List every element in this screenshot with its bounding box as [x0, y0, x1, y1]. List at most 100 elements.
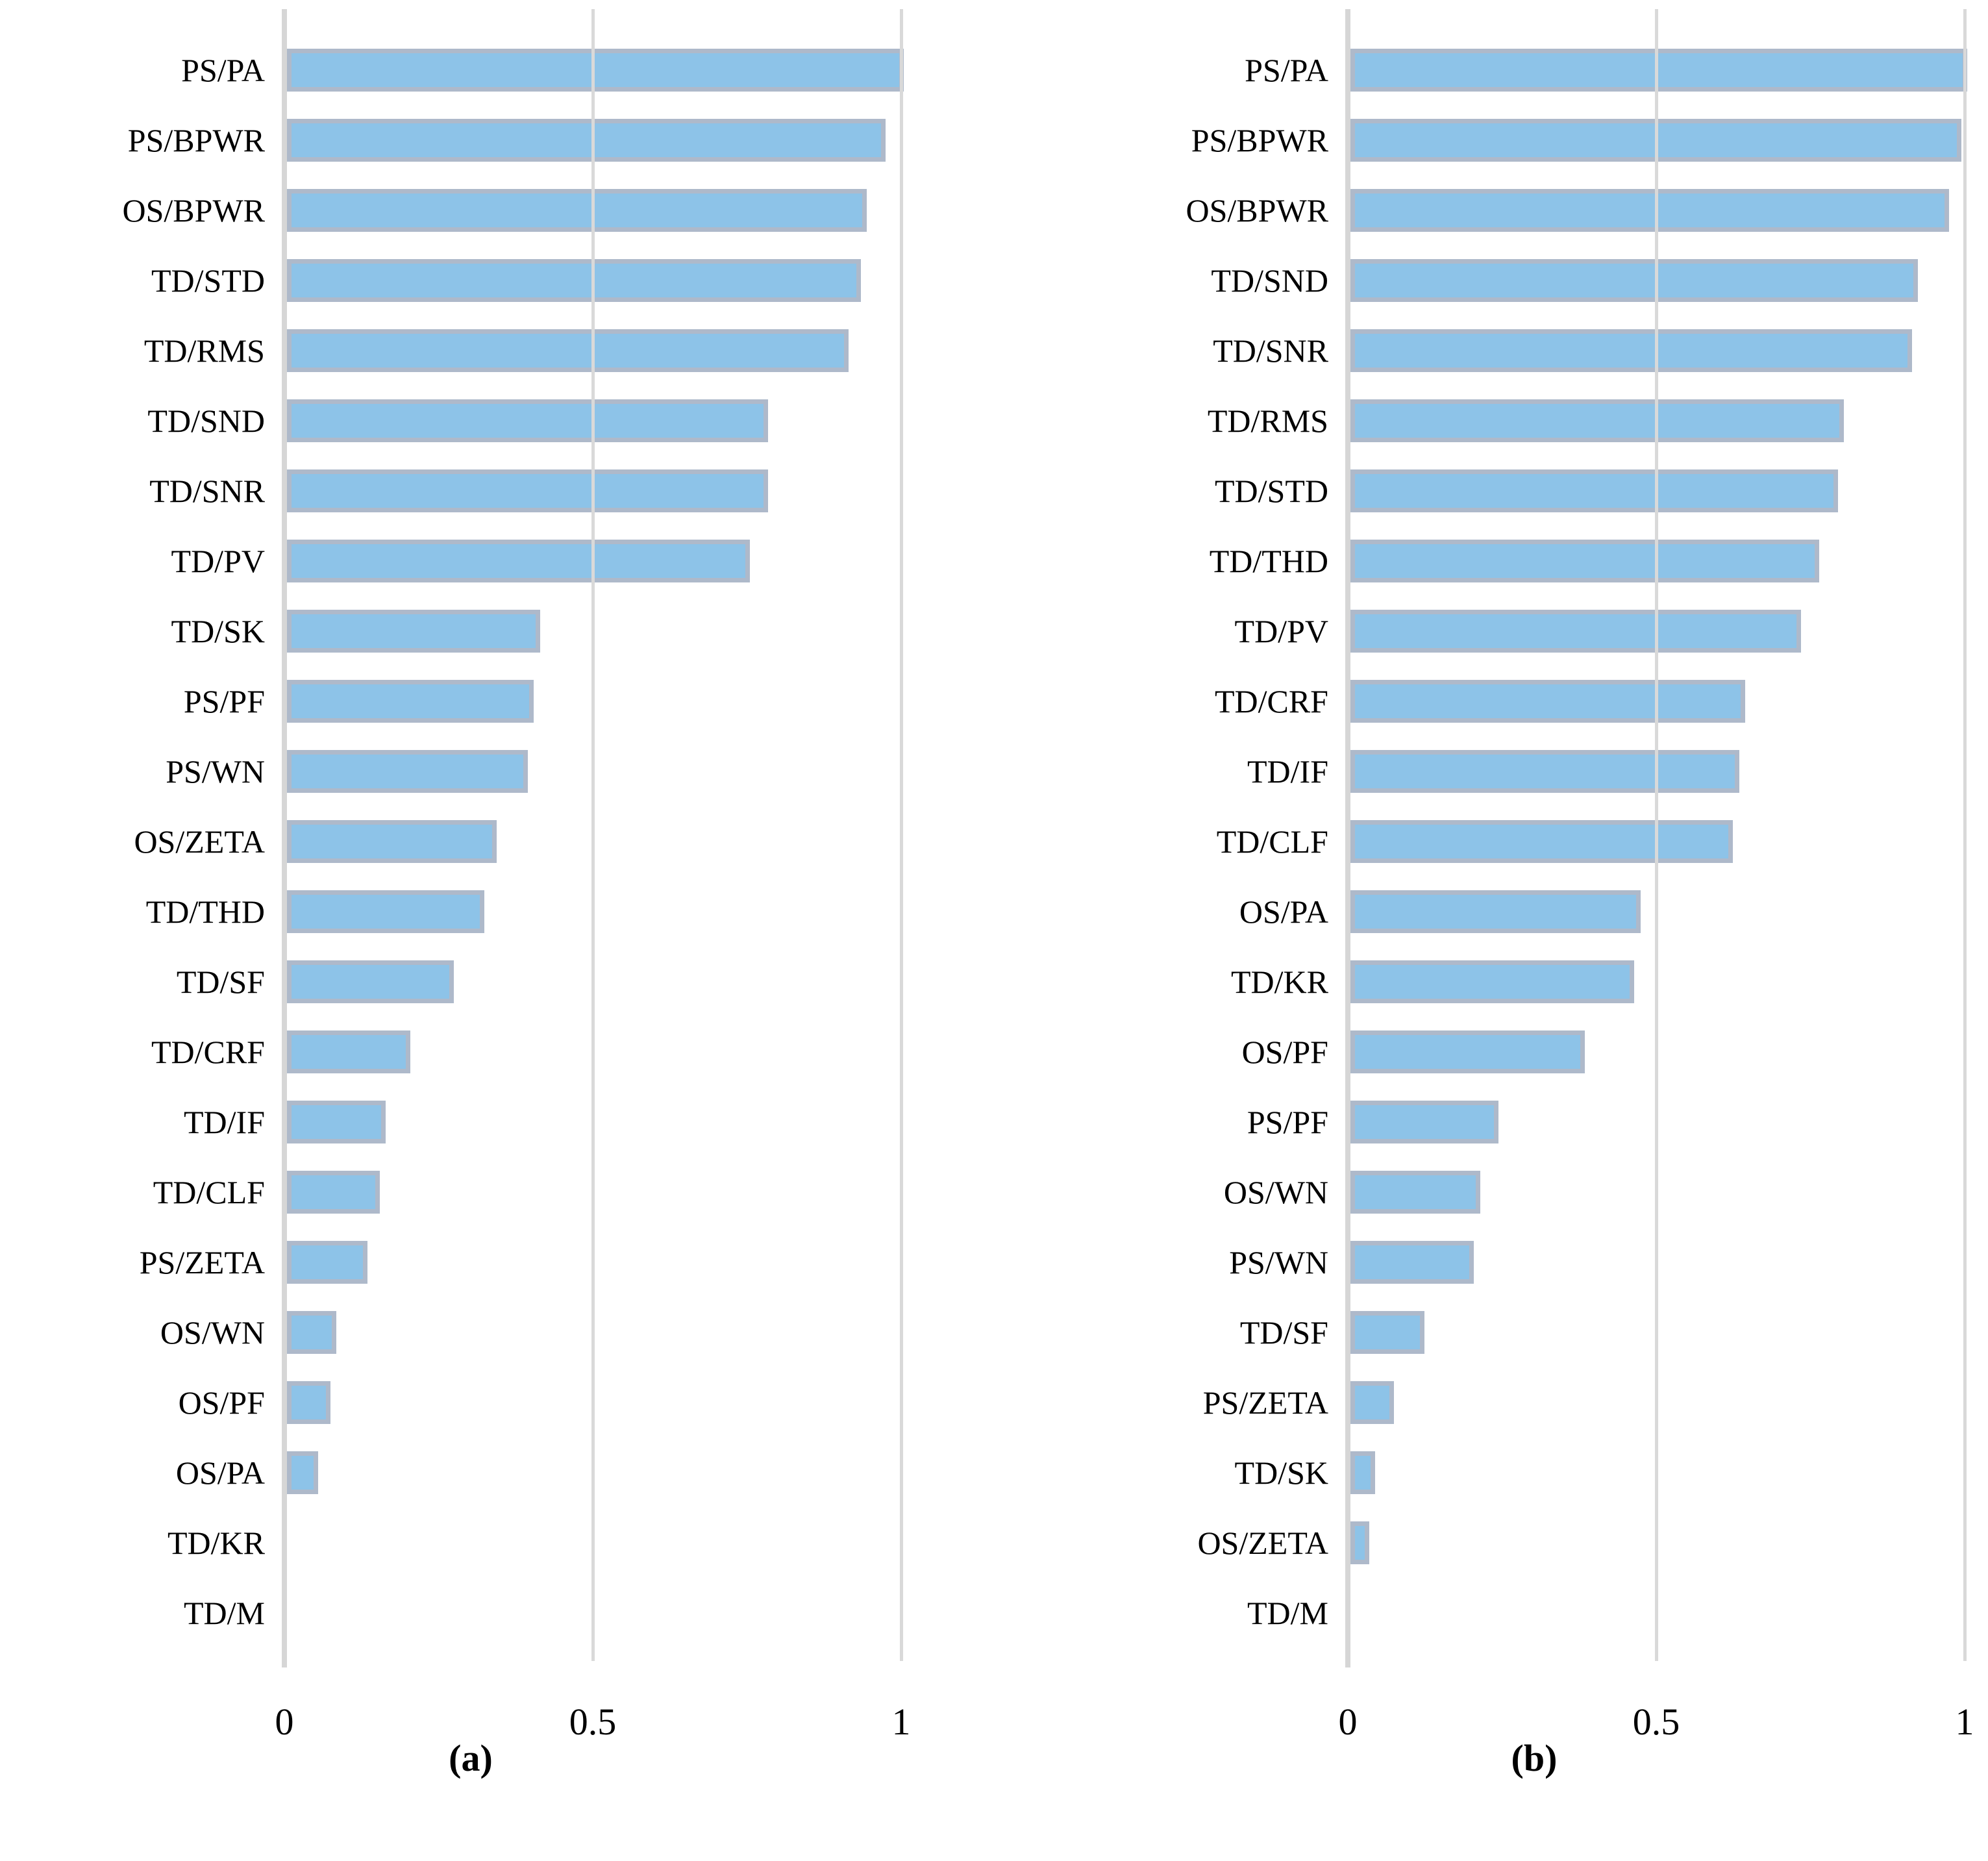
bar [287, 469, 768, 512]
bar-track [1345, 1157, 1988, 1227]
category-label: PS/BPWR [127, 122, 265, 158]
category-label: PS/PF [1247, 1104, 1328, 1140]
bar [1350, 540, 1819, 582]
bar-track [282, 1368, 925, 1438]
bar [1350, 750, 1739, 793]
bar [1350, 820, 1733, 863]
bar [1350, 1311, 1424, 1354]
bar [1350, 1241, 1474, 1284]
category-label: PS/BPWR [1191, 122, 1328, 158]
category-label: OS/BPWR [122, 192, 265, 229]
bar [287, 680, 534, 723]
bar [287, 329, 849, 372]
category-label: OS/PF [1241, 1034, 1328, 1070]
row: PS/PF [17, 666, 925, 736]
bar [1350, 469, 1838, 512]
bar [287, 1030, 410, 1073]
row: OS/PF [1080, 1017, 1988, 1087]
bar-track [1345, 386, 1988, 456]
category-label: TD/RMS [143, 332, 265, 369]
category-label: TD/SND [1211, 262, 1328, 299]
category-label: PS/ZETA [139, 1244, 265, 1280]
axis-line [1345, 9, 1350, 1667]
panel-b: PS/PA PS/BPWR OS/BPWR TD/SND TD/SNR TD/RMS TD/… [1080, 9, 1988, 1780]
row: PS/ZETA [1080, 1368, 1988, 1438]
row: TD/RMS [1080, 386, 1988, 456]
bar [287, 890, 484, 933]
row: TD/IF [17, 1087, 925, 1157]
bar [287, 960, 454, 1003]
rows: PS/PA PS/BPWR OS/BPWR TD/STD TD/RMS TD/SND TD/… [17, 9, 925, 1648]
row: TD/SND [17, 386, 925, 456]
bar-track [282, 806, 925, 877]
bar [287, 820, 497, 863]
category-label: TD/M [1247, 1595, 1328, 1631]
tick-label-1: 1 [1955, 1701, 1974, 1743]
row: TD/KR [1080, 947, 1988, 1017]
bar [287, 1101, 386, 1143]
bar-track [282, 386, 925, 456]
bar [287, 119, 886, 162]
row: TD/PV [1080, 596, 1988, 666]
bar-track [1345, 1578, 1988, 1648]
bar-track [282, 1087, 925, 1157]
row: TD/SNR [17, 456, 925, 526]
row: TD/M [17, 1578, 925, 1648]
bar-track [1345, 526, 1988, 596]
panel-a: PS/PA PS/BPWR OS/BPWR TD/STD TD/RMS TD/SND TD/… [17, 9, 925, 1780]
bar [1350, 259, 1918, 302]
bar [1350, 610, 1801, 653]
category-label: OS/BPWR [1186, 192, 1328, 229]
bar-track [282, 245, 925, 316]
tick-label-0: 0 [275, 1701, 294, 1743]
category-label: TD/SF [176, 964, 265, 1000]
bar [1350, 890, 1641, 933]
category-label: TD/STD [1215, 473, 1328, 509]
bar-track [282, 1297, 925, 1368]
category-label: TD/CLF [1216, 823, 1328, 860]
category-label: OS/PA [175, 1455, 265, 1491]
bar-track [1345, 1508, 1988, 1578]
category-label: TD/SK [171, 613, 265, 649]
category-label: TD/CRF [1214, 683, 1328, 719]
row: OS/PF [17, 1368, 925, 1438]
bar-track [1345, 245, 1988, 316]
category-label: TD/PV [171, 543, 265, 579]
row: OS/WN [17, 1297, 925, 1368]
bar-track [282, 105, 925, 175]
tick-label-1: 1 [891, 1701, 911, 1743]
bar-track [282, 1227, 925, 1297]
bar-track [1345, 456, 1988, 526]
bar [287, 49, 904, 92]
bar [1350, 1381, 1394, 1424]
bar-track [282, 736, 925, 806]
row: PS/BPWR [1080, 105, 1988, 175]
category-label: TD/IF [184, 1104, 265, 1140]
row: TD/THD [17, 877, 925, 947]
row: TD/SK [1080, 1438, 1988, 1508]
category-label: TD/M [184, 1595, 265, 1631]
bar-track [282, 175, 925, 245]
bar [287, 189, 867, 232]
row: OS/ZETA [1080, 1508, 1988, 1578]
bar [1350, 680, 1745, 723]
row: OS/PA [17, 1438, 925, 1508]
category-label: TD/KR [1231, 964, 1328, 1000]
category-label: PS/WN [1229, 1244, 1328, 1280]
bar [287, 259, 861, 302]
bar-track [1345, 947, 1988, 1017]
panel-b-caption: (b) [1511, 1737, 1558, 1779]
bar [1350, 1171, 1480, 1214]
bar [287, 1311, 336, 1354]
row: TD/CLF [1080, 806, 1988, 877]
category-label: TD/CRF [151, 1034, 265, 1070]
axis-line [282, 9, 287, 1667]
plot-a: PS/PA PS/BPWR OS/BPWR TD/STD TD/RMS TD/SND TD/… [17, 9, 925, 1741]
bar-track [282, 666, 925, 736]
category-label: TD/THD [1209, 543, 1328, 579]
row: TD/STD [17, 245, 925, 316]
bar-track [1345, 1017, 1988, 1087]
bar-track [282, 596, 925, 666]
row: PS/PA [17, 35, 925, 105]
bar-track [1345, 316, 1988, 386]
